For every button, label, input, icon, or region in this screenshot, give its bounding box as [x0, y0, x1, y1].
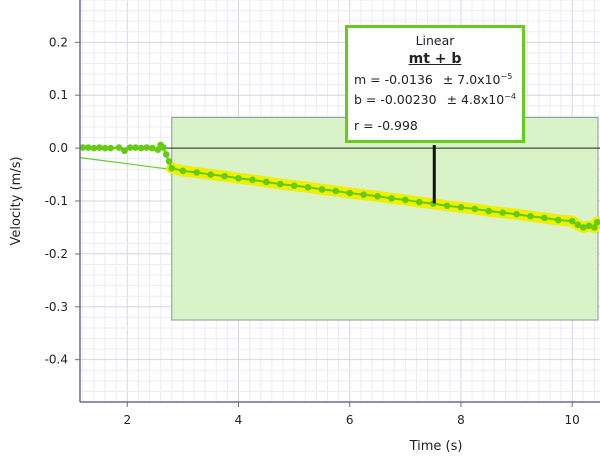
- data-point: [193, 169, 201, 176]
- data-point: [148, 144, 156, 152]
- fit-b-uncertainty: ± 4.8x10−4: [447, 92, 516, 107]
- data-point: [574, 221, 582, 229]
- data-point: [132, 144, 139, 151]
- data-point: [143, 144, 151, 151]
- data-point: [304, 183, 312, 191]
- data-point: [207, 171, 214, 178]
- data-point: [160, 144, 167, 151]
- data-point: [107, 144, 114, 152]
- x-axis-label: Time (s): [409, 439, 463, 454]
- fit-m-uncertainty: ± 7.0x10−5: [443, 72, 512, 87]
- data-point: [591, 224, 598, 231]
- fit-b-value: b = -0.00230: [354, 92, 437, 108]
- data-point: [568, 217, 576, 225]
- x-tick-label: 2: [123, 413, 131, 427]
- y-tick-label: 0.2: [49, 35, 68, 49]
- data-point: [263, 178, 270, 186]
- data-point: [485, 207, 493, 215]
- fit-title: Linear: [415, 33, 455, 48]
- x-tick-label: 6: [346, 413, 354, 427]
- fit-b-unc-exp: −4: [504, 92, 516, 101]
- fit-b-row: b = -0.00230 ± 4.8x10−4: [354, 92, 516, 107]
- data-point: [580, 224, 587, 231]
- data-point: [360, 191, 367, 198]
- data-point: [388, 195, 395, 202]
- x-tick-label: 8: [457, 413, 465, 427]
- fit-equation: mt + b: [408, 51, 462, 67]
- fit-m-row: m = -0.0136 ± 7.0x10−5: [354, 72, 512, 87]
- y-tick-label: -0.2: [45, 247, 68, 261]
- y-tick-label: 0.0: [49, 141, 68, 155]
- x-tick-label: 10: [565, 413, 580, 427]
- y-tick-label: -0.3: [45, 300, 68, 314]
- data-points: [79, 141, 600, 233]
- data-point: [332, 187, 340, 195]
- tick-labels: 2 4 6 8 10 0.2 0.1 0.0 -0.1 -0.2 -0.3 -0.4: [45, 35, 580, 427]
- data-point: [90, 144, 98, 152]
- data-point: [471, 205, 479, 213]
- data-point: [527, 213, 534, 220]
- data-point: [162, 151, 170, 158]
- data-point: [179, 167, 187, 175]
- fit-b-unc-base: ± 4.8x10: [446, 92, 505, 108]
- fit-m-unc-base: ± 7.0x10: [442, 72, 501, 88]
- data-point: [101, 144, 109, 152]
- data-point: [249, 176, 256, 184]
- x-tick-label: 4: [235, 413, 243, 427]
- data-point: [593, 218, 600, 226]
- data-point: [415, 198, 423, 206]
- data-point: [318, 186, 326, 193]
- data-point: [235, 174, 242, 182]
- data-point: [154, 146, 162, 153]
- data-point: [443, 202, 451, 210]
- data-point: [585, 222, 593, 230]
- data-point: [79, 144, 87, 151]
- y-tick-label: 0.1: [49, 88, 68, 102]
- data-point: [85, 144, 92, 151]
- y-tick-label: -0.1: [45, 194, 68, 208]
- fit-r-value: r = -0.998: [354, 118, 418, 133]
- data-point: [115, 144, 123, 151]
- y-axis-label: Velocity (m/s): [9, 156, 24, 245]
- data-point: [554, 216, 562, 224]
- data-point: [137, 144, 145, 152]
- data-point: [499, 209, 506, 216]
- data-point: [221, 172, 228, 180]
- data-point: [374, 192, 381, 200]
- data-point: [290, 182, 298, 189]
- fit-m-value: m = -0.0136: [354, 72, 433, 88]
- data-point: [346, 189, 354, 197]
- data-point: [402, 196, 409, 204]
- data-point: [457, 204, 465, 211]
- data-point: [165, 158, 173, 165]
- fit-m-unc-exp: −5: [500, 72, 513, 81]
- data-point: [541, 214, 548, 222]
- y-tick-label: -0.4: [45, 353, 68, 367]
- data-point: [513, 210, 520, 218]
- data-point: [121, 147, 128, 155]
- data-point: [276, 180, 284, 188]
- linear-fit-box[interactable]: Linear mt + b m = -0.0136 ± 7.0x10−5 b = …: [345, 25, 525, 143]
- data-point: [168, 164, 176, 172]
- data-point: [126, 144, 134, 151]
- data-point: [96, 144, 103, 151]
